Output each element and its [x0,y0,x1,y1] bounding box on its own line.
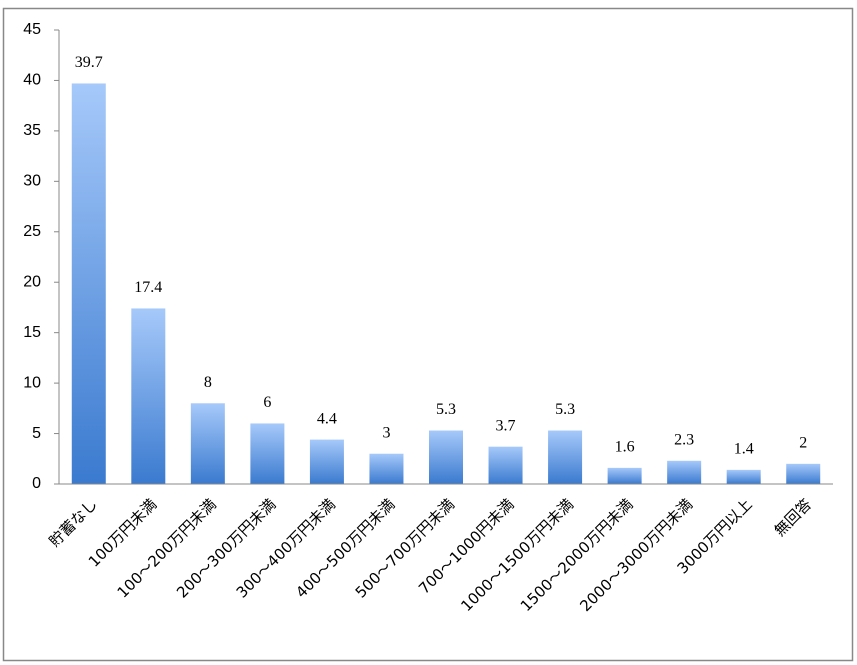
y-tick-label: 0 [32,475,41,492]
bar [786,463,821,484]
value-label: 1.4 [734,441,754,458]
bar [488,446,523,484]
y-tick-label: 25 [23,223,41,240]
value-label: 17.4 [134,279,162,296]
chart-border [2,7,854,662]
bar [429,430,463,484]
value-label: 1.6 [615,439,635,456]
y-tick-label: 5 [32,425,41,442]
bar [548,430,583,484]
y-tick-label: 15 [23,324,41,341]
bar [71,83,106,485]
y-tick-label: 45 [23,21,41,38]
bar [309,439,344,484]
bar [131,308,166,484]
value-label: 6 [263,394,271,411]
y-tick-label: 30 [23,173,41,190]
bar [369,453,404,484]
value-label: 3.7 [496,417,516,434]
y-tick-label: 10 [23,374,41,391]
value-label: 2.3 [674,431,694,448]
bar [726,469,761,484]
y-tick-label: 40 [23,72,41,89]
value-label: 5.3 [436,401,456,418]
y-tick-label: 20 [23,273,41,290]
value-label: 39.7 [75,54,103,71]
value-label: 8 [204,374,212,391]
value-label: 5.3 [555,401,575,418]
bar [607,467,642,484]
bar [667,460,702,484]
value-label: 4.4 [317,410,337,427]
value-label: 2 [799,434,807,451]
value-label: 3 [382,424,390,441]
bar [190,403,225,484]
bar [250,423,285,484]
y-tick-label: 35 [23,122,41,139]
